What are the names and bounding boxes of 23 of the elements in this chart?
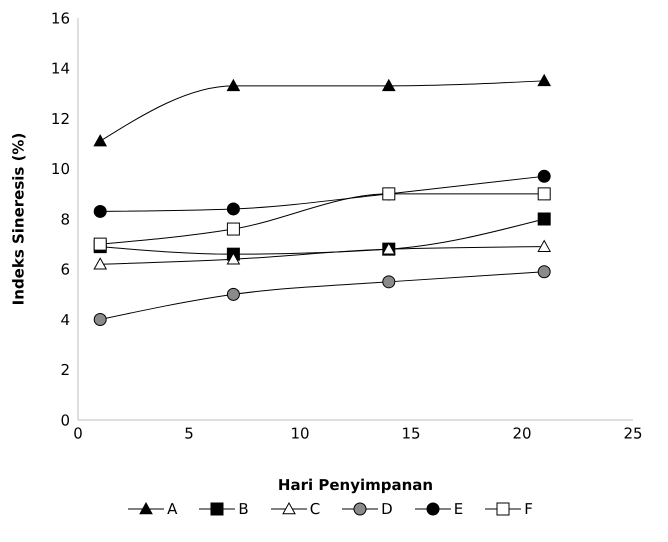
- y-tick-label: 0: [60, 411, 70, 430]
- x-axis-title: Hari Penyimpanan: [278, 476, 434, 494]
- legend-label: E: [454, 500, 464, 518]
- y-tick-label: 16: [50, 9, 70, 28]
- y-tick-label: 6: [60, 260, 70, 279]
- y-tick-label: 8: [60, 210, 70, 228]
- y-tick-label: 12: [50, 110, 70, 128]
- x-tick-label: 10: [290, 424, 310, 443]
- legend-label: F: [524, 500, 533, 518]
- legend-label: B: [238, 500, 249, 518]
- x-tick-label: 15: [401, 424, 421, 443]
- x-tick-label: 20: [512, 424, 532, 443]
- y-axis-title: Indeks Sineresis (%): [9, 132, 28, 306]
- legend-label: C: [310, 500, 320, 518]
- y-tick-label: 2: [60, 361, 70, 380]
- x-tick-label: 0: [73, 424, 83, 443]
- legend-label: D: [381, 500, 393, 518]
- legend-label: A: [167, 500, 178, 518]
- y-tick-label: 10: [50, 160, 70, 178]
- y-tick-label: 4: [60, 310, 70, 329]
- x-tick-label: 25: [623, 424, 643, 443]
- y-tick-label: 14: [50, 60, 70, 78]
- x-tick-label: 5: [184, 424, 194, 443]
